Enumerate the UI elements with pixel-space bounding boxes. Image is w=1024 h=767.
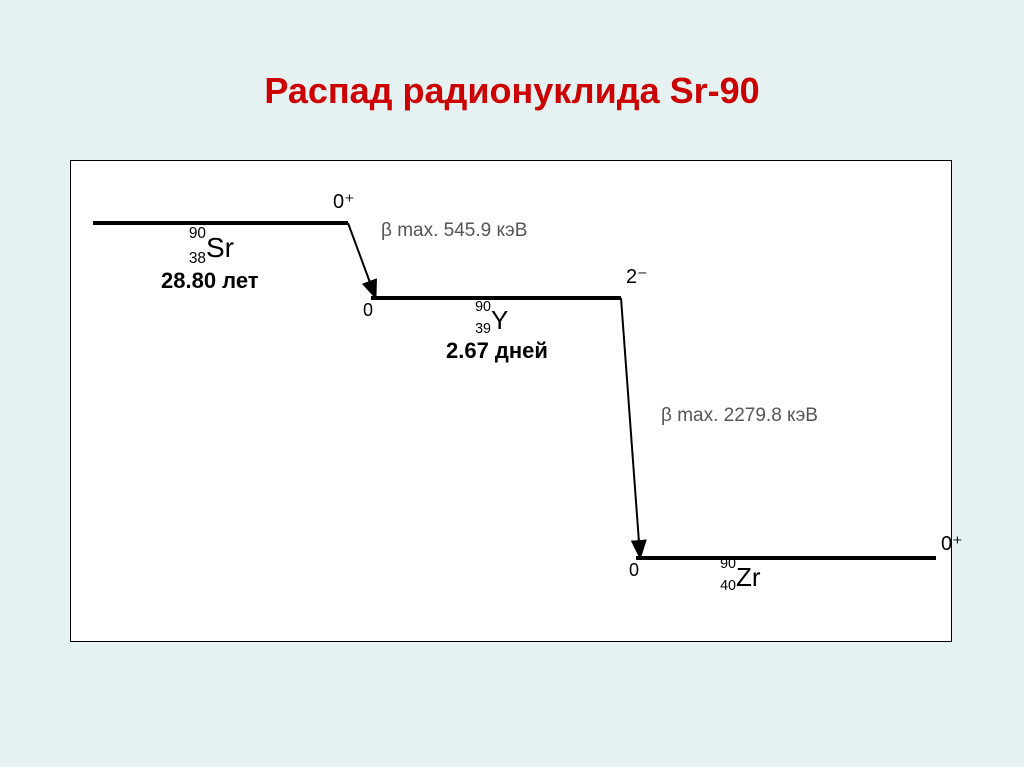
label-sr-isotope: 9038Sr: [206, 233, 234, 264]
label-y-halflife: 2.67 дней: [446, 339, 548, 363]
label-zr-spin-right: 0⁺: [941, 533, 963, 555]
label-y-isotope: 9039Y: [491, 306, 508, 335]
label-zr-spin-left: 0: [629, 561, 639, 581]
label-sr-halflife: 28.80 лет: [161, 269, 259, 293]
label-y-spin-right: 2⁻: [626, 266, 648, 288]
label-y-spin-left: 0: [363, 301, 373, 321]
page-title: Распад радионуклида Sr-90: [0, 70, 1024, 112]
level-y: [371, 296, 621, 300]
decay-arrow-2: [621, 298, 640, 556]
level-zr: [636, 556, 936, 560]
page-root: Распад радионуклида Sr-90 0⁺ 9038Sr 28.80 …: [0, 0, 1024, 767]
decay-arrow-1: [348, 223, 375, 296]
level-sr: [93, 221, 348, 225]
label-sr-spin: 0⁺: [333, 191, 355, 213]
label-arrow2-beta: β max. 2279.8 кэВ: [661, 406, 818, 427]
label-zr-isotope: 9040Zr: [736, 563, 761, 592]
decay-chart-frame: 0⁺ 9038Sr 28.80 лет β max. 545.9 кэВ 0 9039Y 2…: [70, 160, 952, 642]
label-arrow1-beta: β max. 545.9 кэВ: [381, 221, 527, 242]
